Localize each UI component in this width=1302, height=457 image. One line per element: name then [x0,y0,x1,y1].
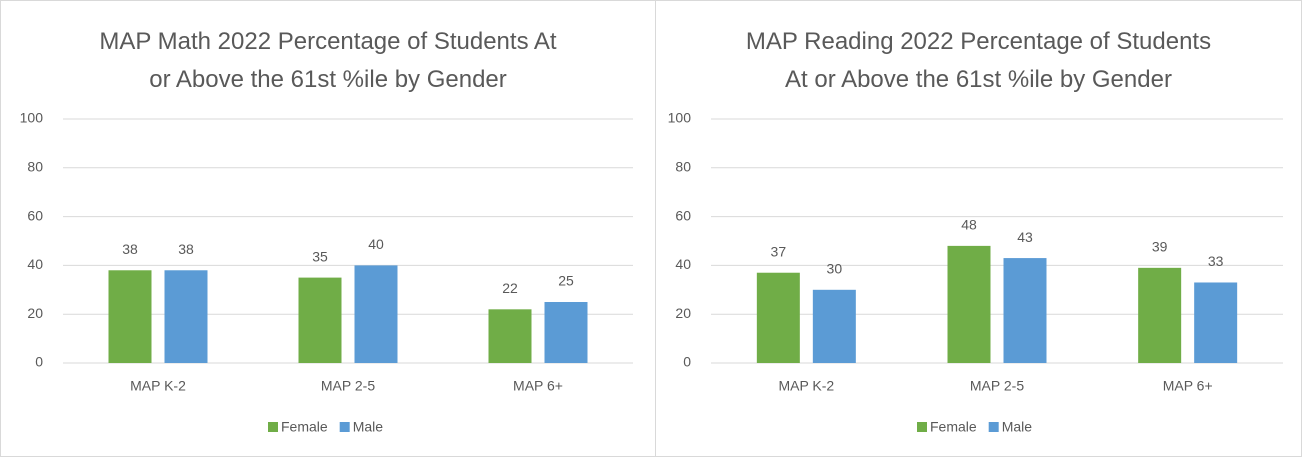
bar [1003,258,1047,363]
bar [1138,267,1182,363]
y-tick-label: 0 [35,354,43,370]
chart-panel: MAP Math 2022 Percentage of Students At … [0,0,656,457]
y-tick-label: 20 [675,305,691,321]
bar [108,270,152,363]
x-tick-label: MAP 2-5 [970,378,1024,394]
data-label: 38 [122,241,138,257]
data-label: 48 [961,217,977,233]
x-tick-label: MAP 2-5 [321,378,375,394]
y-tick-label: 100 [668,110,692,126]
legend-label: Male [1002,419,1033,435]
bar [756,272,800,363]
data-label: 40 [368,236,384,252]
bar [812,289,856,363]
bar [354,265,398,363]
data-label: 38 [178,241,194,257]
bar [544,302,588,363]
bar [164,270,208,363]
y-tick-label: 60 [675,207,691,223]
y-tick-label: 60 [27,207,43,223]
data-label: 37 [771,243,787,259]
y-tick-label: 80 [675,159,691,175]
legend-swatch [268,422,278,432]
data-label: 43 [1017,229,1033,245]
y-tick-label: 100 [20,110,44,126]
y-tick-label: 40 [675,256,691,272]
legend-swatch [988,422,999,432]
data-label: 25 [558,273,574,289]
y-tick-label: 20 [27,305,43,321]
legend-swatch [339,422,350,432]
data-label: 33 [1208,253,1224,269]
chart-title: MAP Math 2022 Percentage of Students At … [99,28,557,93]
x-tick-label: MAP K-2 [778,378,834,394]
bar [488,309,532,363]
x-tick-label: MAP 6+ [513,378,563,394]
chart-panel: MAP Reading 2022 Percentage of Students … [655,0,1302,457]
data-label: 22 [502,280,518,296]
legend-label: Female [930,419,977,435]
data-label: 39 [1152,239,1168,255]
y-tick-label: 80 [27,159,43,175]
chart: 0 20 40 60 80 100 MAP K-2 37 30 MAP 2-5 48 43 MAP 6+… [668,110,1283,435]
y-tick-label: 40 [27,256,43,272]
x-tick-label: MAP 6+ [1163,378,1213,394]
data-label: 30 [827,261,843,277]
x-tick-label: MAP K-2 [130,378,186,394]
bar [298,277,342,363]
chart-title: MAP Reading 2022 Percentage of Students … [745,28,1212,93]
bar [1194,282,1238,363]
bar [947,245,991,363]
legend-label: Female [281,419,328,435]
chart: 0 20 40 60 80 100 MAP K-2 38 38 MAP 2-5 35 40 MAP 6+… [20,110,633,435]
y-tick-label: 0 [683,354,691,370]
legend-swatch [917,422,927,432]
data-label: 35 [312,248,328,264]
legend-label: Male [353,419,384,435]
